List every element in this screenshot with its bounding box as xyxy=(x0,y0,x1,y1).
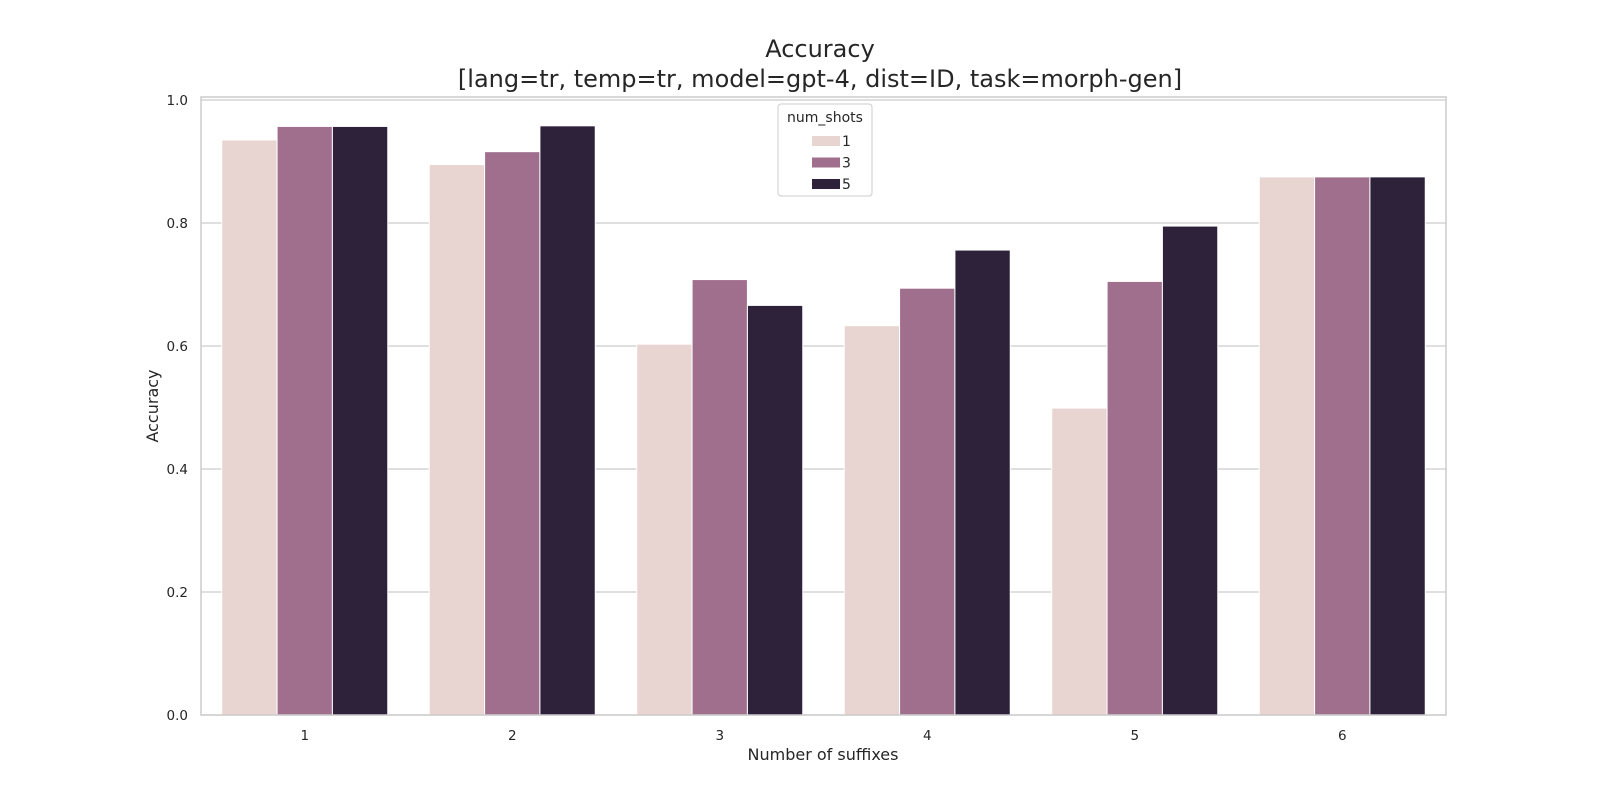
y-tick-label: 0.8 xyxy=(167,216,188,232)
legend-items: 1 3 5 xyxy=(812,134,851,193)
y-tick-label: 0.6 xyxy=(167,339,188,355)
legend-swatch-1 xyxy=(812,136,840,146)
x-tick-label: 1 xyxy=(300,728,309,744)
bar-suffixes-1-shots-1 xyxy=(221,139,278,716)
x-tick-labels: 1 2 3 4 5 6 xyxy=(300,728,1346,744)
bar-suffixes-4-shots-5 xyxy=(954,249,1011,716)
y-tick-label: 0.2 xyxy=(167,585,188,601)
legend-label-3: 3 xyxy=(842,156,851,172)
y-tick-labels: 0.0 0.2 0.4 0.6 0.8 1.0 xyxy=(167,93,188,724)
legend-box xyxy=(777,103,873,197)
bar-suffixes-1-shots-3 xyxy=(276,125,333,716)
x-tick-label: 5 xyxy=(1130,728,1139,744)
legend: num_shots 1 3 5 xyxy=(777,103,873,197)
bar-suffixes-5-shots-3 xyxy=(1106,280,1163,716)
y-tick-label: 0.4 xyxy=(167,462,188,478)
legend-label-5: 5 xyxy=(842,177,851,193)
legend-label-1: 1 xyxy=(842,134,851,150)
bar-suffixes-2-shots-5 xyxy=(539,125,596,716)
bar-suffixes-2-shots-3 xyxy=(484,151,541,716)
x-tick-label: 3 xyxy=(715,728,724,744)
x-tick-label: 2 xyxy=(508,728,517,744)
bars xyxy=(221,125,1426,716)
bar-suffixes-2-shots-1 xyxy=(428,164,486,716)
bar-suffixes-4-shots-3 xyxy=(899,287,956,716)
bar-suffixes-6-shots-5 xyxy=(1369,176,1426,716)
bar-suffixes-1-shots-5 xyxy=(331,125,389,716)
y-axis-label: Accuracy xyxy=(143,369,162,442)
x-axis-label: Number of suffixes xyxy=(748,745,899,764)
bar-suffixes-6-shots-3 xyxy=(1314,176,1371,716)
x-tick-label: 6 xyxy=(1338,728,1347,744)
bar-suffixes-5-shots-1 xyxy=(1051,407,1108,716)
y-tick-label: 0.0 xyxy=(167,708,188,724)
bar-suffixes-3-shots-3 xyxy=(691,279,748,716)
y-tick-label: 1.0 xyxy=(167,93,188,109)
x-tick-label: 4 xyxy=(923,728,932,744)
bar-suffixes-4-shots-1 xyxy=(843,325,901,716)
bar-suffixes-6-shots-1 xyxy=(1258,176,1316,716)
legend-swatch-3 xyxy=(812,157,840,168)
bar-suffixes-3-shots-5 xyxy=(746,304,804,716)
bar-suffixes-5-shots-5 xyxy=(1161,225,1219,716)
chart-title: Accuracy xyxy=(765,35,875,63)
legend-title: num_shots xyxy=(787,110,863,126)
legend-swatch-5 xyxy=(812,179,840,189)
plot-frame xyxy=(200,96,1447,716)
chart-subtitle: [lang=tr, temp=tr, model=gpt-4, dist=ID,… xyxy=(458,65,1182,93)
bar-suffixes-3-shots-1 xyxy=(636,343,693,716)
